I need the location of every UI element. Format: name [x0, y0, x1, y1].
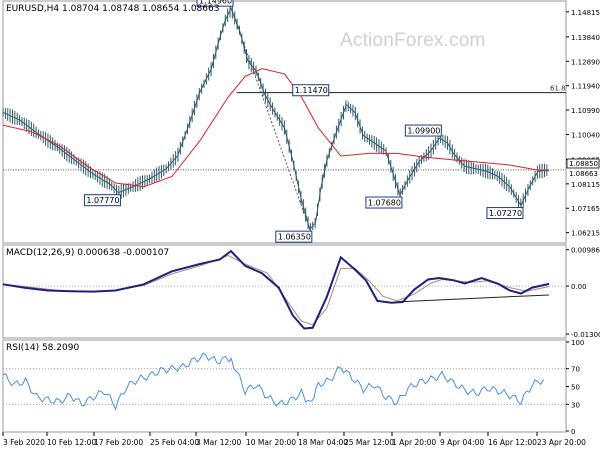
- macd-y-tick-label: -0.013002: [571, 331, 600, 339]
- price-y-axis: 1.14815 1.13840 1.12890 1.11940 1.10990 1.100…: [566, 9, 600, 238]
- x-tick-label: 25 Feb 04:00: [150, 438, 199, 447]
- price-annotation-label: 1.11470: [295, 86, 328, 95]
- rsi-y-tick-label: 50: [571, 384, 580, 392]
- price-y-tick-label: 1.10040: [571, 131, 600, 139]
- x-tick-label: 17 Feb 20:00: [94, 438, 143, 447]
- x-tick-label: 10 Feb 12:00: [47, 438, 96, 447]
- price-annotation-box: [275, 230, 313, 243]
- price-series: [2, 3, 550, 234]
- price-symbol: EURUSD,H4: [6, 4, 60, 14]
- last-price-label: 1.08850: [569, 160, 598, 168]
- x-tick-label: 3 Feb 2020: [3, 438, 45, 447]
- retrace-dashed-line: [230, 8, 311, 230]
- price-y-tick-label: 1.08115: [571, 181, 600, 189]
- price-annotation-label: 1.14960: [199, 0, 232, 6]
- x-tick-label: 3 Mar 12:00: [196, 438, 242, 447]
- price-panel-header: EURUSD,H4 1.08704 1.08748 1.08654 1.0866…: [6, 4, 219, 14]
- price-line: [2, 6, 550, 231]
- x-tick-label: 23 Apr 20:00: [537, 438, 586, 447]
- price-annotation-box: [292, 84, 330, 97]
- x-tick-label: 16 Apr 12:00: [488, 438, 537, 447]
- rsi-series: [2, 352, 566, 411]
- price-annotation-box: [365, 196, 403, 209]
- macd-series: [2, 249, 566, 330]
- rsi-y-tick-label: 0: [571, 428, 575, 436]
- price-y-tick-label: 1.10990: [571, 107, 600, 115]
- price-y-tick-label: 1.14815: [571, 9, 600, 17]
- macd-y-tick-label: 0.009862: [571, 247, 600, 255]
- macd-panel-header: MACD(12,26,9) 0.000638 -0.000107: [6, 248, 170, 258]
- price-levels: 61.8: [3, 8, 566, 230]
- x-tick-label: 25 Mar 12:00: [344, 438, 394, 447]
- fib-61-8-label: 61.8: [550, 85, 566, 93]
- rsi-y-tick-label: 70: [571, 366, 580, 374]
- rsi-line: [2, 352, 544, 411]
- price-annotation-box: [196, 0, 234, 7]
- price-annotation-label: 1.09900: [407, 127, 440, 136]
- price-annotation-box: [486, 207, 524, 220]
- macd-panel-frame: [2, 244, 567, 339]
- price-y-tick-label: 1.11940: [571, 83, 600, 91]
- x-tick-label: 18 Mar 04:00: [298, 438, 348, 447]
- x-tick-label: 9 Apr 04:00: [440, 438, 484, 447]
- price-annotation-label: 1.06350: [278, 233, 311, 242]
- watermark: ActionForex.com: [340, 30, 486, 51]
- price-annotation-box: [404, 124, 442, 137]
- rsi-panel-header: RSI(14) 58.2090: [6, 343, 80, 353]
- price-y-tick-label: 1.13840: [571, 34, 600, 42]
- moving-average-line: [2, 68, 550, 188]
- price-panel-frame: [2, 0, 567, 244]
- price-annotation-label: 1.07680: [368, 199, 401, 208]
- price-ohlc: 1.08704 1.08748 1.08654 1.08663: [62, 4, 220, 14]
- rsi-y-axis: 100 70 50 30 0: [566, 339, 584, 436]
- macd-trendline: [394, 294, 550, 303]
- x-tick-label: 10 Mar 20:00: [246, 438, 296, 447]
- price-y-tick-label: 1.07165: [571, 205, 600, 213]
- x-tick-label: 1 Apr 20:00: [392, 438, 436, 447]
- bid-price-label: 1.08663: [569, 170, 598, 178]
- price-annotations: 1.14960 1.11470 1.09900 1.07770 1.07680 1.072…: [83, 0, 524, 243]
- price-y-tick-label: 1.06215: [571, 230, 600, 238]
- price-y-tick-label: 1.12890: [571, 58, 600, 66]
- rsi-y-tick-label: 100: [571, 339, 584, 347]
- last-price-box: [566, 158, 600, 169]
- price-annotation-box: [83, 194, 121, 207]
- price-annotation-label: 1.07770: [86, 196, 119, 205]
- macd-y-tick-label: 0.00: [571, 283, 587, 291]
- price-annotation-label: 1.07270: [489, 209, 522, 218]
- macd-y-axis: 0.009862 0.00 -0.013002: [566, 247, 600, 339]
- rsi-y-tick-label: 30: [571, 401, 580, 409]
- macd-line: [2, 249, 550, 330]
